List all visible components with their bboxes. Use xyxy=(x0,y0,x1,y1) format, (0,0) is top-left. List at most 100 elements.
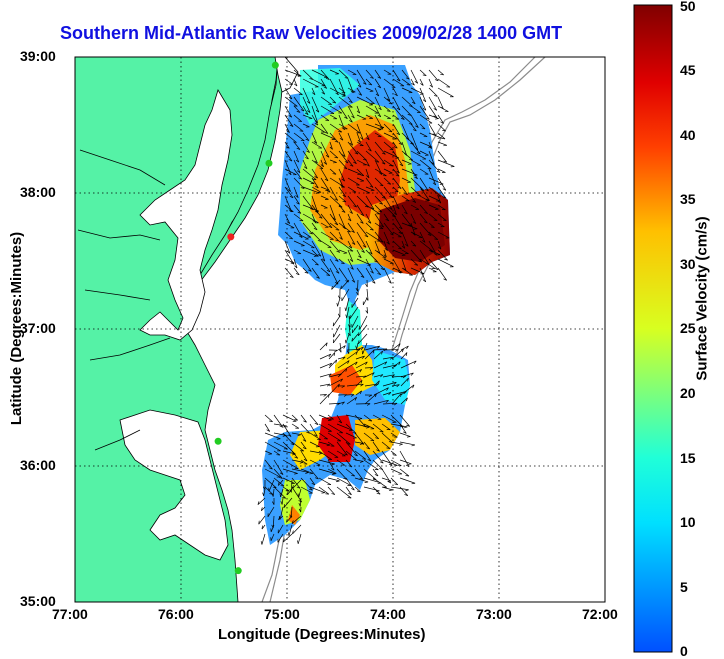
velocity-arrow-head xyxy=(427,234,432,236)
velocity-arrow xyxy=(419,78,424,86)
velocity-arrow xyxy=(401,159,412,165)
velocity-arrow xyxy=(338,267,349,283)
velocity-arrow-head xyxy=(434,79,439,82)
velocity-arrow xyxy=(356,78,362,88)
velocity-arrow xyxy=(372,414,382,420)
velocity-arrow xyxy=(357,279,359,292)
velocity-arrow xyxy=(381,459,398,466)
velocity-arrow xyxy=(320,204,328,209)
velocity-arrow xyxy=(356,87,363,96)
velocity-arrow-head xyxy=(340,378,343,383)
velocity-arrow-head xyxy=(375,161,380,163)
velocity-arrow-head xyxy=(299,235,303,239)
velocity-arrow-head xyxy=(360,137,364,140)
velocity-arrow xyxy=(410,159,421,166)
velocity-arrow xyxy=(401,258,407,271)
velocity-arrow-head xyxy=(309,232,313,235)
velocity-arrow-head xyxy=(286,250,291,254)
velocity-arrow xyxy=(437,267,447,281)
velocity-arrow xyxy=(311,114,319,126)
velocity-arrow xyxy=(327,459,335,471)
velocity-arrow xyxy=(264,450,273,455)
velocity-arrow xyxy=(365,78,373,86)
colorbar-tick-label: 45 xyxy=(680,62,696,78)
velocity-arrow xyxy=(363,468,377,481)
velocity-arrow-head xyxy=(403,391,407,395)
velocity-arrow-head xyxy=(403,426,408,429)
velocity-arrow xyxy=(345,297,350,312)
velocity-arrow-head xyxy=(262,492,265,497)
velocity-arrow-head xyxy=(269,467,273,470)
velocity-arrow-head xyxy=(269,420,273,423)
velocity-arrow-head xyxy=(333,162,337,164)
velocity-arrow xyxy=(277,524,284,534)
velocity-arrow xyxy=(365,132,370,140)
velocity-arrow xyxy=(345,432,357,439)
velocity-arrow xyxy=(419,213,428,224)
velocity-arrow xyxy=(374,150,386,165)
velocity-arrow xyxy=(302,78,319,88)
velocity-arrow-head xyxy=(334,140,339,143)
velocity-arrow xyxy=(373,348,387,351)
velocity-arrow xyxy=(283,497,293,508)
velocity-arrow-head xyxy=(386,110,391,112)
velocity-arrow xyxy=(329,114,338,120)
velocity-arrow-head xyxy=(388,130,393,133)
velocity-arrow-head xyxy=(335,229,340,231)
velocity-arrow-head xyxy=(429,84,433,88)
velocity-arrow-head xyxy=(405,475,410,477)
velocity-arrow xyxy=(419,168,429,175)
velocity-arrow xyxy=(311,78,326,86)
velocity-arrow-head xyxy=(389,195,393,198)
velocity-arrow xyxy=(390,477,399,486)
velocity-arrow xyxy=(318,432,328,440)
velocity-arrow xyxy=(383,114,391,119)
velocity-arrow-head xyxy=(306,101,311,104)
velocity-arrow xyxy=(338,159,348,170)
velocity-arrow xyxy=(365,222,374,231)
velocity-arrow-head xyxy=(370,207,375,210)
velocity-arrow-head xyxy=(304,271,309,274)
velocity-arrow-head xyxy=(341,178,345,182)
velocity-arrow-head xyxy=(289,237,293,240)
velocity-arrow xyxy=(302,87,311,104)
velocity-arrow-head xyxy=(353,161,357,164)
velocity-arrow-head xyxy=(366,164,370,167)
velocity-arrow xyxy=(410,141,421,155)
velocity-arrow xyxy=(264,432,281,440)
velocity-arrow-head xyxy=(360,346,364,351)
velocity-arrow-head xyxy=(334,223,338,226)
velocity-arrow xyxy=(264,414,273,423)
velocity-arrow-head xyxy=(396,79,401,82)
velocity-arrow xyxy=(348,324,351,336)
velocity-arrow-head xyxy=(313,228,318,231)
velocity-arrow xyxy=(392,231,402,238)
velocity-arrow xyxy=(345,414,363,419)
velocity-arrow-head xyxy=(287,491,289,495)
plot-frame xyxy=(74,56,606,603)
velocity-arrow-head xyxy=(345,314,348,319)
velocity-arrow-head xyxy=(294,83,298,87)
velocity-arrow-head xyxy=(394,93,398,97)
velocity-arrow xyxy=(320,159,324,167)
velocity-arrow xyxy=(284,159,292,175)
velocity-arrow-head xyxy=(432,182,436,186)
velocity-arrow xyxy=(329,105,342,114)
velocity-arrow-head xyxy=(365,361,368,366)
velocity-arrow-head xyxy=(298,177,302,180)
velocity-arrow xyxy=(390,432,398,438)
velocity-arrow xyxy=(400,397,408,405)
velocity-arrow xyxy=(410,240,417,247)
velocity-arrow xyxy=(338,132,344,141)
velocity-arrow xyxy=(347,96,353,103)
velocity-arrow xyxy=(284,114,294,127)
colorbar-tick-label: 10 xyxy=(680,514,696,530)
velocity-arrow-head xyxy=(315,477,319,480)
velocity-arrow-head xyxy=(282,538,285,543)
velocity-arrow xyxy=(329,69,339,75)
velocity-arrow-head xyxy=(280,501,283,505)
velocity-arrow-head xyxy=(393,146,398,149)
velocity-arrow xyxy=(347,69,357,75)
velocity-arrow xyxy=(437,258,454,268)
